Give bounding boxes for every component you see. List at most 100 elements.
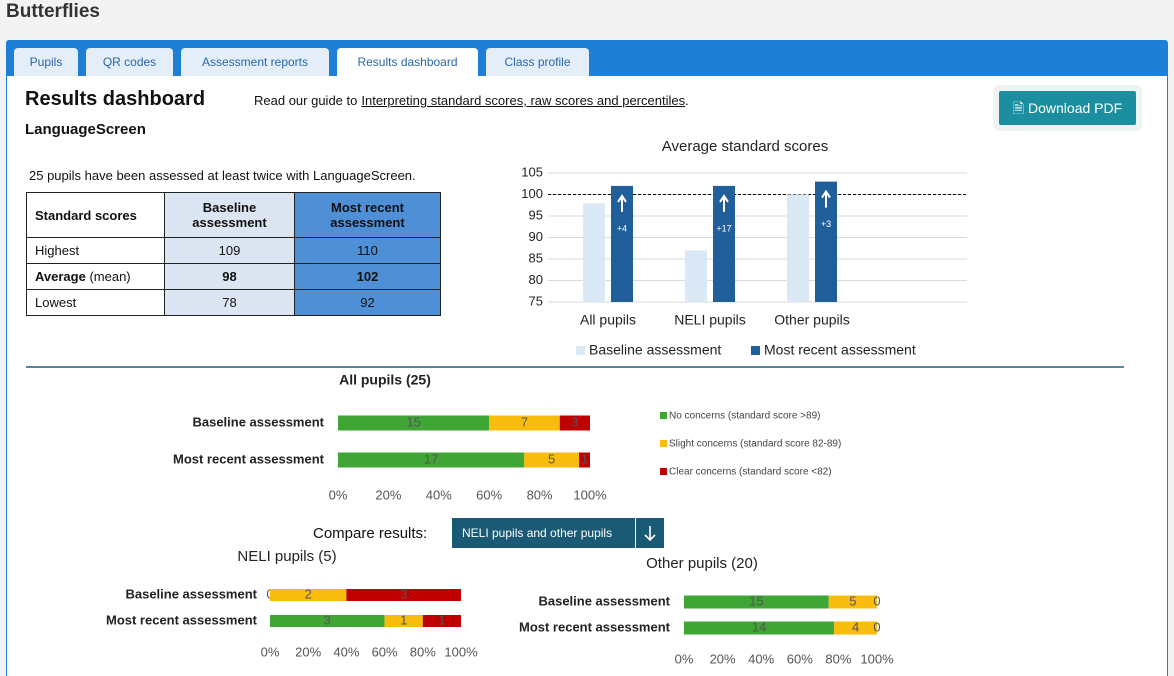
bar-segment — [384, 615, 423, 627]
bar — [713, 185, 735, 302]
tab[interactable]: Results dashboard — [337, 48, 478, 76]
class-title: Butterflies — [6, 1, 100, 22]
x-tick-label: 100% — [444, 644, 478, 659]
bar-segment — [422, 615, 461, 627]
x-tick-label: 80% — [410, 644, 436, 659]
x-tick-label: 0% — [675, 651, 694, 666]
data-label: 0 — [873, 593, 880, 608]
y-tick-label: 95 — [529, 207, 543, 222]
bar-segment — [834, 621, 877, 635]
bar-segment — [559, 415, 590, 431]
x-tick-label: 0% — [261, 644, 280, 659]
bar-segment — [338, 415, 490, 431]
data-label: 14 — [752, 619, 766, 634]
bar-segment — [346, 589, 461, 601]
x-tick-label: 40% — [748, 651, 774, 666]
legend-swatch — [660, 440, 667, 447]
compare-label: Compare results: — [313, 525, 428, 542]
tab[interactable]: QR codes — [86, 48, 173, 76]
bar-segment — [828, 595, 877, 609]
bar-segment — [684, 621, 835, 635]
dashboard-title: Results dashboard — [25, 88, 206, 110]
x-tick-label: 100% — [573, 487, 607, 502]
scores-table: Standard scores Baseline assessment Most r… — [26, 192, 441, 316]
data-label: 4 — [852, 619, 859, 634]
data-label: 15 — [749, 593, 763, 608]
data-label: 17 — [424, 451, 438, 466]
table-header: Standard scores — [26, 192, 165, 238]
row-label: Lowest — [26, 289, 165, 316]
bar-segment — [270, 615, 385, 627]
tab-bar: Pupils QR codes Assessment reports Resul… — [6, 40, 1168, 76]
y-tick-label: 105 — [521, 164, 543, 179]
dropdown-arrow[interactable] — [635, 518, 664, 548]
bar-segment — [579, 452, 590, 468]
legend-swatch — [576, 346, 585, 355]
chart-title: Average standard scores — [662, 138, 829, 155]
y-tick-label: Baseline assessment — [538, 593, 670, 608]
x-tick-label: NELI pupils — [674, 312, 746, 328]
y-tick-label: Baseline assessment — [125, 586, 257, 601]
arrow — [821, 189, 831, 208]
y-tick-label: 90 — [529, 229, 543, 244]
y-tick-label: 80 — [529, 272, 543, 287]
cell: 102 — [294, 263, 441, 290]
bar-segment — [270, 589, 347, 601]
bar — [815, 181, 837, 302]
y-tick-label: Most recent assessment — [106, 612, 258, 627]
data-label: 3 — [571, 414, 578, 429]
data-label: 5 — [548, 451, 555, 466]
y-tick-label: Most recent assessment — [173, 451, 325, 466]
tab[interactable]: Assessment reports — [181, 48, 329, 76]
guide-text: Read our guide to Interpreting standard s… — [254, 93, 689, 108]
assessed-note: 25 pupils have been assessed at least tw… — [29, 168, 416, 183]
x-tick-label: 80% — [527, 487, 553, 502]
tab[interactable]: Pupils — [14, 48, 78, 76]
x-tick-label: 20% — [375, 487, 401, 502]
table-header: Baseline assessment — [164, 192, 295, 238]
data-label: 3 — [324, 612, 331, 627]
x-tick-label: 60% — [476, 487, 502, 502]
x-tick-label: 40% — [426, 487, 452, 502]
product-name: LanguageScreen — [25, 121, 146, 138]
panel — [6, 76, 1168, 676]
download-button[interactable]: 🗎 Download PDF — [999, 91, 1136, 125]
legend-label: Baseline assessment — [589, 342, 721, 358]
legend-label: Clear concerns (standard score <82) — [669, 467, 832, 478]
y-tick-label: Most recent assessment — [519, 619, 671, 634]
bar — [583, 203, 605, 302]
y-tick-label: 75 — [529, 293, 543, 308]
x-tick-label: 60% — [787, 651, 813, 666]
x-tick-label: All pupils — [580, 312, 636, 328]
y-tick-label: 85 — [529, 250, 543, 265]
legend-swatch — [660, 412, 667, 419]
data-label: 1 — [438, 612, 445, 627]
tab[interactable]: Class profile — [486, 48, 589, 76]
chart-title: All pupils (25) — [339, 372, 431, 388]
guide-suffix: . — [685, 93, 689, 108]
bar-segment — [489, 415, 560, 431]
chart-title: Other pupils (20) — [646, 555, 758, 572]
data-label: 1 — [400, 612, 407, 627]
bar-segment — [684, 595, 829, 609]
table-header: Most recent assessment — [294, 192, 441, 238]
row-label-main: Average — [35, 269, 86, 284]
y-tick-label: Baseline assessment — [192, 414, 324, 429]
data-label: 0 — [873, 619, 880, 634]
x-tick-label: 100% — [860, 651, 894, 666]
x-tick-label: 20% — [295, 644, 321, 659]
legend-label: Slight concerns (standard score 82-89) — [669, 439, 841, 450]
chart-title: NELI pupils (5) — [237, 548, 336, 565]
bar — [685, 250, 707, 302]
legend-label: Most recent assessment — [764, 342, 916, 358]
x-tick-label: 40% — [333, 644, 359, 659]
x-tick-label: 0% — [329, 487, 348, 502]
data-label: 15 — [406, 414, 420, 429]
row-label-note: (mean) — [89, 269, 131, 284]
compare-dropdown[interactable]: NELI pupils and other pupils — [452, 518, 664, 548]
cell: 92 — [294, 289, 441, 316]
guide-link[interactable]: Interpreting standard scores, raw scores… — [361, 93, 686, 108]
cell: 110 — [294, 237, 441, 264]
x-tick-label: 60% — [372, 644, 398, 659]
data-label: 3 — [400, 586, 407, 601]
